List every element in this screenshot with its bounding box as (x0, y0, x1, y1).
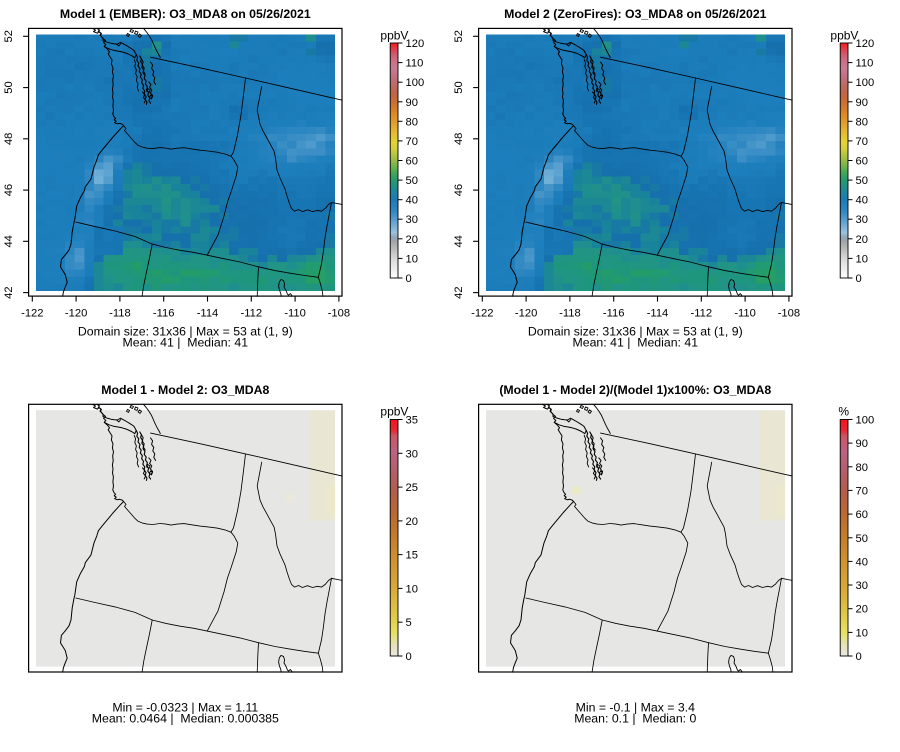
svg-text:46: 46 (3, 184, 15, 196)
svg-text:50: 50 (856, 175, 868, 187)
svg-text:80: 80 (856, 116, 868, 128)
svg-text:40: 40 (856, 195, 868, 207)
svg-text:0: 0 (406, 273, 412, 285)
svg-text:20: 20 (406, 516, 418, 528)
svg-text:42: 42 (3, 286, 15, 298)
svg-text:-112: -112 (691, 308, 713, 320)
svg-text:-110: -110 (284, 308, 306, 320)
svg-text:-120: -120 (65, 308, 87, 320)
svg-text:-110: -110 (734, 308, 756, 320)
svg-text:52: 52 (3, 30, 15, 42)
svg-text:-116: -116 (603, 308, 625, 320)
svg-text:35: 35 (406, 415, 418, 427)
svg-text:Model 1 - Model 2: O3_MDA8: Model 1 - Model 2: O3_MDA8 (101, 383, 269, 397)
svg-text:46: 46 (453, 184, 465, 196)
svg-text:90: 90 (406, 97, 418, 109)
svg-text:44: 44 (3, 235, 15, 247)
svg-text:120: 120 (856, 38, 875, 50)
svg-text:0: 0 (856, 651, 862, 663)
svg-text:60: 60 (406, 156, 418, 168)
svg-text:70: 70 (856, 136, 868, 148)
svg-text:50: 50 (453, 81, 465, 93)
svg-text:120: 120 (406, 38, 425, 50)
svg-text:20: 20 (406, 234, 418, 246)
svg-text:60: 60 (856, 156, 868, 168)
svg-text:48: 48 (3, 133, 15, 145)
svg-text:-118: -118 (109, 308, 131, 320)
svg-text:10: 10 (856, 627, 868, 639)
svg-text:-108: -108 (328, 308, 350, 320)
svg-text:80: 80 (406, 116, 418, 128)
svg-text:-122: -122 (471, 308, 493, 320)
svg-text:Domain size: 31x36 | Max = 53: Domain size: 31x36 | Max = 53 at (1, 9) (528, 324, 743, 338)
svg-text:52: 52 (453, 30, 465, 42)
svg-text:70: 70 (406, 136, 418, 148)
svg-text:42: 42 (453, 286, 465, 298)
svg-text:25: 25 (406, 482, 418, 494)
svg-text:50: 50 (856, 533, 868, 545)
svg-text:-114: -114 (647, 308, 669, 320)
svg-text:ppbV: ppbV (380, 28, 408, 42)
svg-text:-114: -114 (197, 308, 219, 320)
svg-text:5: 5 (406, 617, 412, 629)
svg-text:-112: -112 (241, 308, 263, 320)
svg-text:110: 110 (856, 58, 874, 70)
svg-text:10: 10 (406, 253, 418, 265)
svg-text:30: 30 (406, 214, 418, 226)
svg-text:-120: -120 (515, 308, 537, 320)
svg-text:110: 110 (406, 58, 424, 70)
svg-text:50: 50 (406, 175, 418, 187)
svg-text:48: 48 (453, 133, 465, 145)
svg-text:30: 30 (406, 448, 418, 460)
svg-text:40: 40 (856, 556, 868, 568)
svg-text:10: 10 (856, 253, 868, 265)
svg-text:Mean: 0.0464 | Median: 0.0003: Mean: 0.0464 | Median: 0.000385 (92, 712, 279, 726)
svg-text:0: 0 (406, 651, 412, 663)
svg-text:20: 20 (856, 234, 868, 246)
svg-text:50: 50 (3, 81, 15, 93)
svg-text:%: % (838, 404, 849, 418)
svg-text:-108: -108 (778, 308, 800, 320)
svg-text:100: 100 (856, 415, 875, 427)
svg-text:ppbV: ppbV (830, 28, 858, 42)
svg-text:-122: -122 (21, 308, 43, 320)
svg-text:ppbV: ppbV (380, 404, 408, 418)
svg-text:Mean: 41 | Median: 41: Mean: 41 | Median: 41 (573, 336, 699, 350)
svg-text:70: 70 (856, 485, 868, 497)
svg-text:80: 80 (856, 462, 868, 474)
svg-text:20: 20 (856, 604, 868, 616)
svg-text:Model 1 (EMBER): O3_MDA8 on 05: Model 1 (EMBER): O3_MDA8 on 05/26/2021 (60, 7, 311, 21)
svg-text:30: 30 (856, 580, 868, 592)
svg-text:100: 100 (406, 77, 425, 89)
svg-text:90: 90 (856, 97, 868, 109)
svg-text:100: 100 (856, 77, 875, 89)
svg-text:(Model 1 - Model 2)/(Model 1)x: (Model 1 - Model 2)/(Model 1)x100%: O3_M… (499, 383, 771, 397)
svg-text:10: 10 (406, 583, 418, 595)
svg-text:15: 15 (406, 550, 418, 562)
svg-text:Min = -0.0323 | Max = 1.11: Min = -0.0323 | Max = 1.11 (112, 700, 258, 714)
svg-text:Min = -0.1 | Max = 3.4: Min = -0.1 | Max = 3.4 (576, 700, 696, 714)
svg-text:-116: -116 (153, 308, 175, 320)
svg-text:40: 40 (406, 195, 418, 207)
svg-text:60: 60 (856, 509, 868, 521)
svg-text:90: 90 (856, 438, 868, 450)
svg-text:0: 0 (856, 273, 862, 285)
svg-text:Mean: 41 | Median: 41: Mean: 41 | Median: 41 (123, 336, 249, 350)
svg-text:44: 44 (453, 235, 465, 247)
svg-text:Model 2 (ZeroFires): O3_MDA8 o: Model 2 (ZeroFires): O3_MDA8 on 05/26/20… (504, 7, 767, 21)
svg-text:Mean: 0.1 | Median: 0: Mean: 0.1 | Median: 0 (574, 712, 696, 726)
svg-text:30: 30 (856, 214, 868, 226)
svg-text:Domain size: 31x36 | Max = 53: Domain size: 31x36 | Max = 53 at (1, 9) (78, 324, 293, 338)
svg-text:-118: -118 (559, 308, 581, 320)
